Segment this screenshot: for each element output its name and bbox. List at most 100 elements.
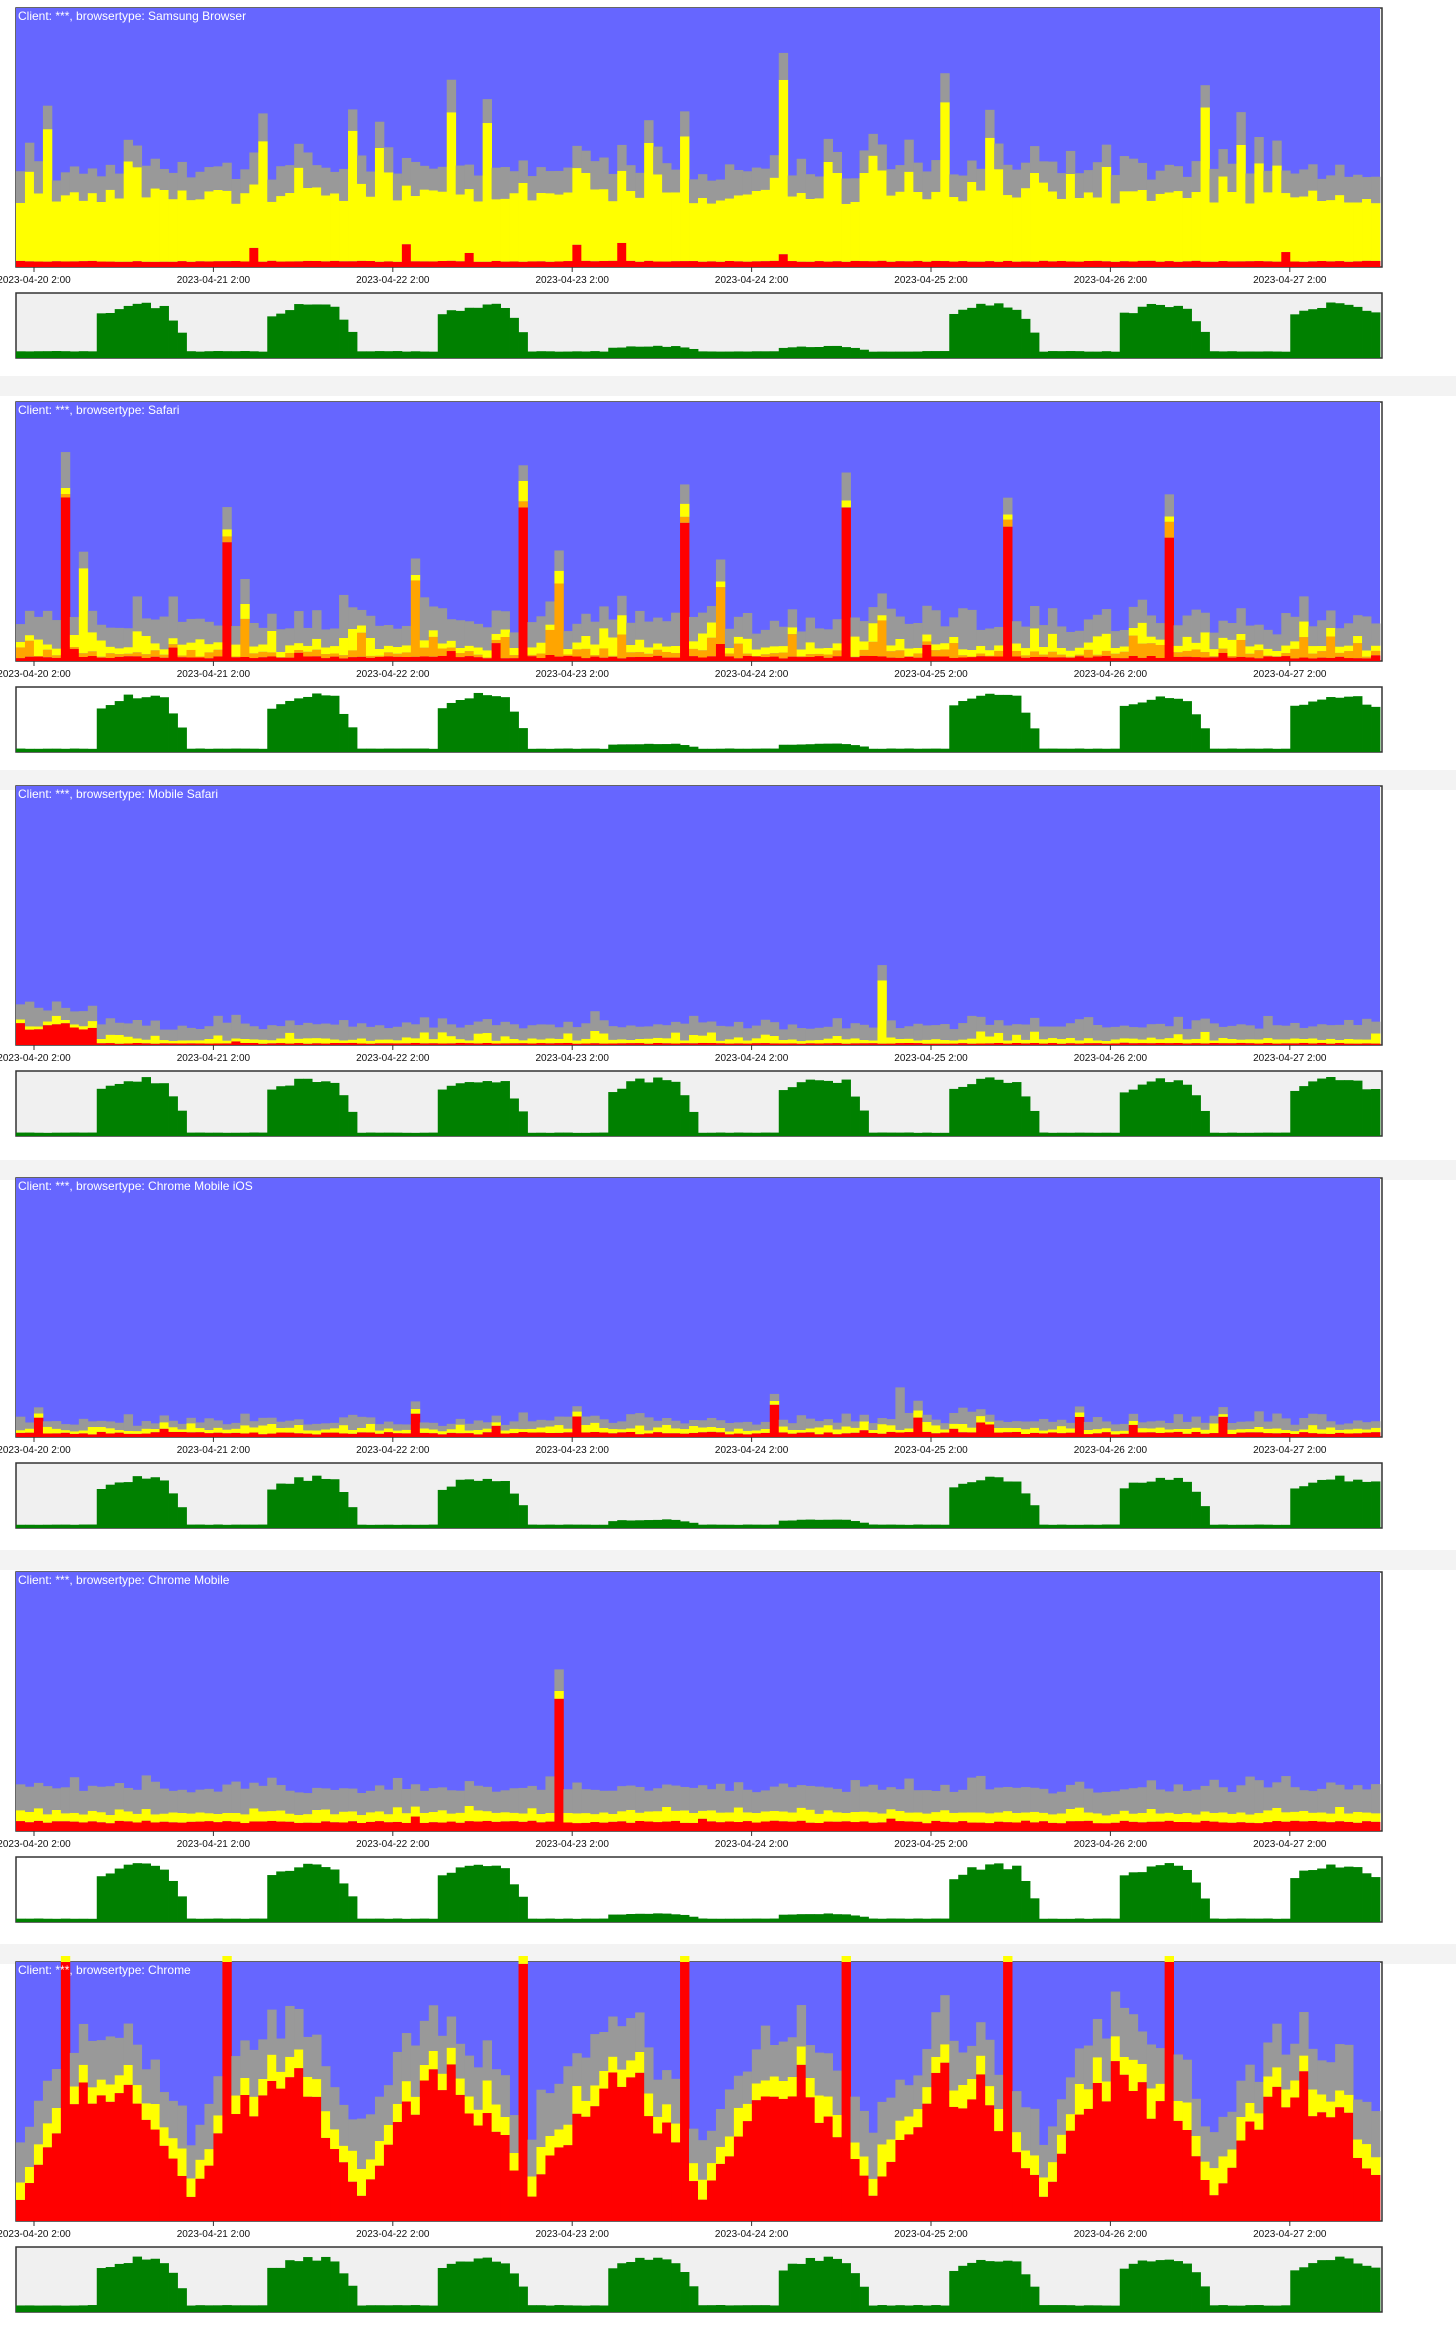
bar-yellow (348, 1811, 358, 1822)
bar-red (1101, 1823, 1112, 1831)
bar-gray (437, 608, 448, 644)
bar-yellow (1272, 1428, 1282, 1434)
bar-gray (500, 1790, 510, 1813)
activity-bar (195, 2305, 205, 2312)
bar-gray (1227, 163, 1237, 192)
activity-bar (330, 695, 340, 752)
bar-yellow (141, 635, 151, 655)
activity-bar (1254, 1524, 1264, 1528)
bar-red (742, 1434, 753, 1437)
bar-gray (994, 143, 1004, 170)
bar-red (195, 1432, 205, 1437)
bar-yellow (698, 1035, 708, 1043)
bar-red (383, 2144, 394, 2221)
bar-red (195, 657, 205, 661)
activity-bar (303, 304, 313, 358)
activity-bar (1146, 1081, 1157, 1136)
bar-red (213, 2133, 223, 2221)
activity-bar (608, 1521, 618, 1528)
bar-red (1056, 1823, 1067, 1831)
bar-gray (312, 1787, 322, 1810)
bar-yellow (1326, 627, 1336, 637)
bar-yellow (204, 2149, 214, 2166)
bar-gray (608, 173, 618, 202)
bar-gray (285, 1790, 295, 1814)
bar-yellow (330, 1814, 340, 1823)
bar-red (42, 1433, 53, 1437)
bar-red (724, 2156, 735, 2221)
activity-bar (410, 1918, 421, 1922)
bar-red (671, 1433, 681, 1437)
bar-red (796, 261, 807, 267)
bar-red (1039, 1821, 1049, 1831)
bar-yellow (132, 2085, 143, 2104)
activity-bar (267, 316, 277, 358)
bar-yellow (626, 644, 636, 653)
bar-yellow (572, 2086, 582, 2114)
bar-gray (365, 171, 376, 197)
bar-yellow (662, 1038, 672, 1044)
bar-red (877, 1822, 887, 1831)
bar-yellow (967, 1038, 977, 1044)
bar-yellow (168, 638, 178, 645)
bar-yellow (1308, 1812, 1318, 1821)
activity-bar (698, 2305, 708, 2312)
bar-yellow (1227, 1038, 1237, 1044)
bar-red (742, 261, 753, 267)
bar-yellow (985, 1813, 995, 1824)
bar-gray (1182, 1028, 1192, 1040)
bar-yellow (1012, 1427, 1022, 1432)
bar-yellow (877, 2144, 887, 2177)
activity-bar (940, 351, 950, 358)
bar-gray (96, 1024, 107, 1039)
bar-red (141, 2119, 151, 2221)
bar-gray (949, 1791, 959, 1813)
activity-bar (132, 1476, 143, 1528)
bar-yellow (365, 1040, 376, 1044)
bar-red (778, 254, 789, 267)
bar-red (760, 2096, 771, 2221)
bar-gray (814, 1786, 825, 1814)
bar-gray (473, 2067, 484, 2110)
bar-yellow (814, 1427, 825, 1435)
activity-bar (742, 351, 753, 358)
bar-yellow (455, 647, 466, 654)
bar-red (859, 1821, 869, 1831)
bar-gray (805, 174, 816, 199)
bar-gray (213, 625, 223, 643)
bar-gray (931, 1025, 941, 1040)
bar-gray (464, 1781, 475, 1806)
x-tick-label: 2023-04-21 2:00 (177, 1839, 251, 1850)
activity-bar (913, 1918, 923, 1922)
bar-red (1074, 1821, 1085, 1831)
activity-bar (841, 1914, 851, 1922)
bar-gray (294, 611, 304, 644)
activity-bar (276, 313, 286, 358)
bar-red (1227, 261, 1237, 267)
bar-orange (1128, 635, 1139, 656)
activity-bar (455, 1867, 466, 1922)
activity-bar (715, 1132, 726, 1136)
activity-bar (204, 748, 214, 752)
activity-bar (1299, 1086, 1309, 1136)
bar-red (1021, 1434, 1031, 1437)
bar-orange (1003, 519, 1013, 527)
bar-gray (303, 2036, 313, 2077)
activity-bar (751, 1918, 762, 1922)
bar-red (949, 2106, 959, 2221)
bar-yellow (931, 1039, 941, 1044)
bar-yellow (554, 194, 564, 262)
bar-yellow (536, 1039, 546, 1044)
activity-bar (222, 351, 232, 358)
bar-yellow (1101, 1815, 1112, 1824)
activity-bar (105, 1484, 116, 1528)
bar-gray (895, 616, 905, 639)
bar-red (1030, 261, 1040, 267)
bar-red (1021, 1820, 1031, 1831)
activity-bar (123, 694, 134, 752)
bar-gray (16, 624, 26, 642)
bar-yellow (976, 190, 986, 262)
bar-red (303, 2096, 313, 2221)
bar-yellow (401, 2081, 412, 2102)
bar-red (132, 261, 143, 267)
